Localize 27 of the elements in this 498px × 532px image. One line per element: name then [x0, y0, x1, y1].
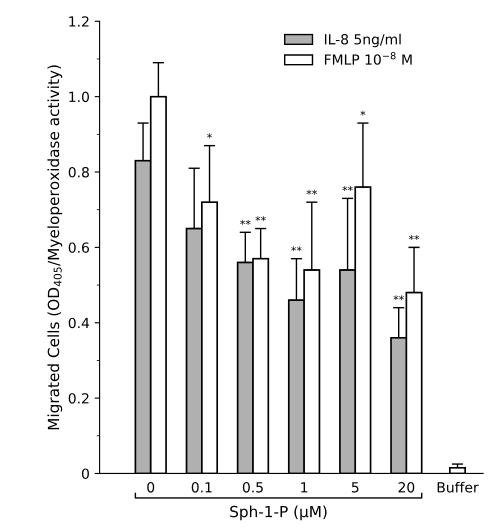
y-axis-title: Migrated Cells (OD$_{405}$/Myeloperoxidase activity)	[47, 65, 62, 430]
x-tick-label: 1	[301, 482, 308, 492]
legend-label: FMLP 10$^{−8}$ M	[324, 52, 412, 65]
annotation: **	[240, 220, 251, 225]
annotation: *	[360, 110, 366, 116]
annotation: *	[207, 133, 212, 138]
y-tick-label: 0.2	[68, 393, 88, 404]
y-tick-label: 1.0	[69, 92, 89, 102]
y-tick-label: 0	[82, 468, 89, 479]
annotation: **	[255, 216, 266, 222]
x-tick-label: 0.5	[242, 482, 263, 493]
x-axis-title: Sph-1-P (μM)	[230, 506, 327, 520]
annotation: **	[408, 234, 420, 240]
x-tick-label: 5	[352, 482, 358, 493]
annotation: **	[342, 186, 353, 192]
x-tick-label: 0	[147, 482, 154, 493]
y-tick-label: 0.4	[68, 318, 90, 328]
x-tick-label: 20	[398, 482, 414, 493]
annotation: **	[393, 295, 404, 300]
y-tick-label: 1.2	[69, 16, 88, 27]
annotation: **	[306, 190, 318, 195]
y-tick-label: 0.6	[68, 242, 90, 253]
x-tick-label: Buffer	[438, 482, 479, 493]
y-tick-label: 0.8	[68, 166, 89, 178]
annotation: **	[291, 246, 302, 252]
legend-label: IL-8 5ng/ml	[324, 34, 401, 48]
x-tick-label: 0.1	[192, 482, 212, 493]
